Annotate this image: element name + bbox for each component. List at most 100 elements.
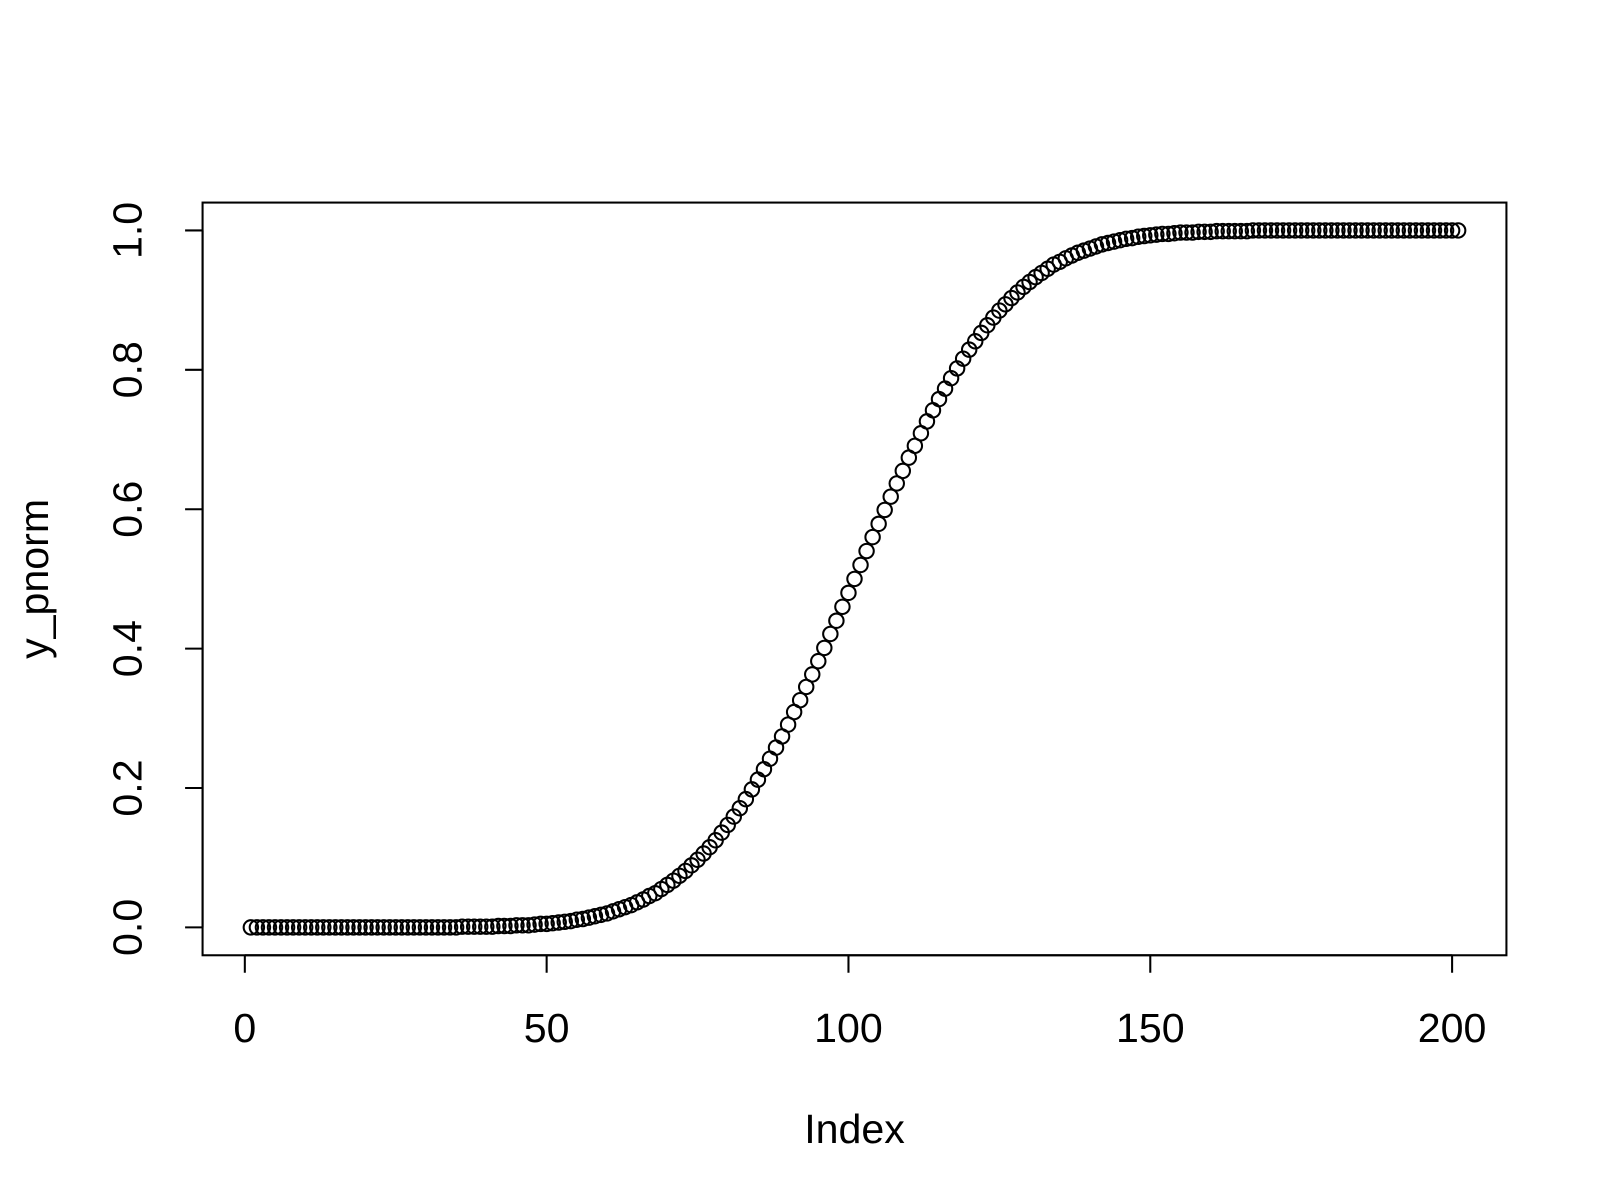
point — [544, 914, 561, 932]
point — [411, 919, 429, 936]
point — [465, 918, 483, 935]
x-axis-title: Index — [804, 1106, 905, 1152]
point — [1305, 222, 1322, 239]
point — [514, 917, 531, 934]
point — [1166, 225, 1183, 242]
point — [351, 919, 368, 936]
point — [1419, 222, 1437, 239]
point — [1244, 222, 1262, 239]
point — [441, 919, 459, 936]
point — [1256, 222, 1274, 239]
x-tick-label: 100 — [814, 1005, 883, 1051]
point — [399, 919, 417, 936]
y-tick-label: 0.0 — [104, 899, 150, 956]
point — [1148, 226, 1165, 243]
point — [882, 488, 899, 505]
point — [290, 919, 308, 936]
point — [381, 919, 398, 936]
point — [1274, 222, 1292, 239]
point — [550, 914, 567, 931]
point — [791, 691, 809, 709]
point — [1299, 222, 1316, 239]
point — [532, 915, 549, 933]
point — [496, 917, 513, 935]
y-tick-label: 0.2 — [104, 759, 150, 816]
point — [894, 462, 912, 480]
point — [1437, 222, 1455, 239]
point — [1196, 223, 1213, 241]
point — [1202, 223, 1219, 241]
point — [1136, 227, 1153, 245]
point — [1208, 222, 1225, 240]
point — [592, 906, 610, 924]
point — [1184, 224, 1201, 241]
point — [960, 341, 978, 358]
point — [966, 333, 984, 350]
point — [321, 919, 338, 936]
point — [369, 919, 386, 936]
y-axis-title: y_pnorm — [11, 499, 57, 659]
point — [1407, 222, 1425, 239]
point — [405, 919, 423, 936]
point — [1226, 222, 1244, 240]
point — [1341, 222, 1358, 239]
point — [502, 917, 519, 935]
point — [435, 919, 453, 936]
point — [1111, 231, 1129, 249]
point — [1123, 229, 1141, 247]
point — [1105, 233, 1123, 250]
point — [725, 808, 742, 825]
point — [1311, 222, 1328, 239]
point — [1268, 222, 1286, 239]
point — [447, 919, 465, 936]
y-tick-label: 0.8 — [104, 341, 150, 398]
point — [828, 612, 845, 629]
x-tick-label: 150 — [1116, 1005, 1185, 1051]
point — [417, 919, 435, 936]
point — [472, 918, 489, 935]
point — [580, 909, 598, 926]
y-tick-label: 0.6 — [104, 481, 150, 538]
point — [1292, 222, 1310, 239]
point — [1377, 222, 1394, 239]
x-tick-label: 200 — [1418, 1005, 1487, 1051]
point — [1280, 222, 1298, 239]
point — [266, 919, 284, 936]
point — [1172, 224, 1189, 241]
point — [1401, 222, 1419, 239]
point — [520, 917, 537, 934]
point — [1359, 222, 1376, 239]
point — [315, 919, 332, 936]
point — [852, 556, 869, 574]
point — [260, 919, 278, 936]
point — [858, 542, 875, 560]
point — [459, 918, 477, 935]
point — [284, 919, 302, 936]
point — [1129, 228, 1147, 245]
y-tick-label: 1.0 — [104, 202, 150, 259]
point — [538, 915, 555, 933]
point — [574, 910, 592, 928]
point — [1117, 230, 1135, 248]
point — [864, 528, 881, 546]
point — [363, 919, 380, 936]
point — [429, 919, 447, 936]
point — [387, 919, 404, 936]
x-tick-label: 0 — [233, 1005, 256, 1051]
point — [526, 916, 543, 933]
point — [804, 666, 821, 683]
point — [1323, 222, 1340, 239]
point — [1093, 236, 1111, 253]
point — [556, 913, 573, 931]
point — [508, 917, 525, 934]
point — [1365, 222, 1382, 239]
point — [1154, 225, 1171, 243]
point — [816, 639, 833, 657]
point — [345, 919, 362, 936]
point — [810, 652, 827, 670]
point — [1160, 225, 1177, 243]
point — [278, 919, 296, 936]
point — [1449, 222, 1467, 239]
